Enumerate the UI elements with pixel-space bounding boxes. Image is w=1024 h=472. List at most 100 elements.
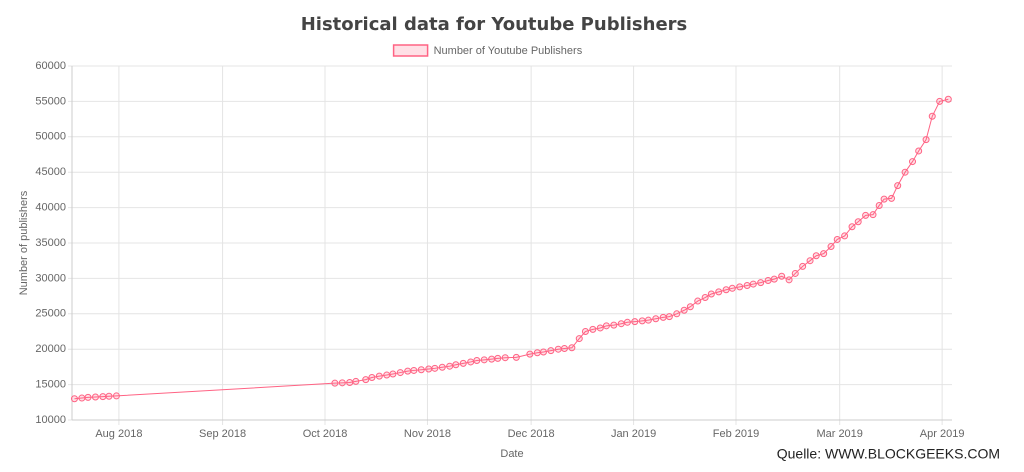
data-point xyxy=(494,354,502,362)
data-point xyxy=(446,362,454,370)
y-tick-label: 20000 xyxy=(35,343,66,355)
data-point xyxy=(915,147,923,155)
data-point xyxy=(91,393,99,401)
x-tick-label: Feb 2019 xyxy=(713,428,759,440)
data-point xyxy=(389,370,397,378)
x-tick-label: Dec 2018 xyxy=(508,428,555,440)
data-point xyxy=(757,279,765,287)
y-tick-label: 45000 xyxy=(35,166,66,178)
data-point xyxy=(743,281,751,289)
y-tick-label: 10000 xyxy=(35,414,66,426)
data-point xyxy=(901,168,909,176)
data-point xyxy=(848,223,856,231)
y-tick-label: 50000 xyxy=(35,131,66,143)
data-point xyxy=(701,294,709,302)
data-point xyxy=(888,194,896,202)
data-point xyxy=(791,269,799,277)
y-axis-label: Number of publishers xyxy=(18,190,30,295)
data-point xyxy=(431,364,439,372)
legend-label: Number of Youtube Publishers xyxy=(434,45,583,57)
data-point xyxy=(78,394,86,402)
data-point xyxy=(812,252,820,260)
data-point xyxy=(560,344,568,352)
data-point xyxy=(575,335,583,343)
data-point xyxy=(854,218,862,226)
data-point xyxy=(383,371,391,379)
data-point xyxy=(827,243,835,251)
series-line xyxy=(74,98,949,400)
data-point xyxy=(70,395,78,403)
data-point xyxy=(922,136,930,144)
data-point xyxy=(610,321,618,329)
data-point xyxy=(764,277,772,285)
x-tick-label: Aug 2018 xyxy=(95,428,142,440)
data-point xyxy=(554,345,562,353)
data-point xyxy=(473,357,481,365)
data-point xyxy=(547,347,555,355)
x-tick-label: Sep 2018 xyxy=(199,428,246,440)
data-point xyxy=(526,350,534,358)
data-point xyxy=(533,349,541,357)
data-point xyxy=(438,363,446,371)
x-tick-label: Apr 2019 xyxy=(920,428,965,440)
data-point xyxy=(799,262,807,270)
data-point xyxy=(338,379,346,387)
data-point xyxy=(452,361,460,369)
data-point xyxy=(105,392,113,400)
y-tick-label: 40000 xyxy=(35,202,66,214)
data-point xyxy=(749,280,757,288)
chart-title: Historical data for Youtube Publishers xyxy=(301,14,688,35)
source-note: Quelle: WWW.BLOCKGEEKS.COM xyxy=(777,446,1000,462)
data-point xyxy=(501,354,509,362)
data-point xyxy=(539,348,547,356)
data-point xyxy=(909,158,917,166)
data-point xyxy=(112,392,120,400)
data-point xyxy=(631,318,639,326)
x-tick-label: Nov 2018 xyxy=(404,428,451,440)
data-point xyxy=(99,393,107,401)
data-point xyxy=(936,97,944,105)
data-point xyxy=(425,365,433,373)
data-point xyxy=(880,195,888,203)
data-point xyxy=(396,369,404,377)
data-point xyxy=(417,366,425,374)
data-point xyxy=(404,367,412,375)
data-point xyxy=(869,211,877,219)
data-point xyxy=(467,358,475,366)
data-point xyxy=(665,313,673,321)
data-point xyxy=(707,290,715,298)
data-point xyxy=(694,297,702,305)
data-point xyxy=(346,378,354,386)
data-point xyxy=(596,324,604,332)
data-point xyxy=(715,288,723,296)
data-point xyxy=(638,317,646,325)
data-point xyxy=(488,355,496,363)
data-point xyxy=(375,372,383,380)
data-point xyxy=(617,320,625,328)
data-point xyxy=(673,310,681,318)
data-point xyxy=(459,359,467,367)
data-point xyxy=(894,182,902,190)
y-tick-label: 25000 xyxy=(35,308,66,320)
y-tick-label: 30000 xyxy=(35,272,66,284)
data-point xyxy=(623,318,631,326)
x-tick-label: Mar 2019 xyxy=(816,428,862,440)
data-point xyxy=(785,276,793,284)
x-axis-label: Date xyxy=(500,448,523,460)
data-point xyxy=(944,95,952,103)
data-point xyxy=(736,283,744,291)
data-point xyxy=(841,232,849,240)
data-point xyxy=(644,316,652,324)
data-point xyxy=(722,286,730,294)
data-point xyxy=(602,322,610,330)
data-point xyxy=(480,356,488,364)
legend-swatch xyxy=(392,44,429,57)
data-point xyxy=(512,353,520,361)
y-tick-label: 60000 xyxy=(35,60,66,72)
data-point xyxy=(352,377,360,385)
data-point xyxy=(659,313,667,321)
data-point xyxy=(84,393,92,401)
data-point xyxy=(652,315,660,323)
